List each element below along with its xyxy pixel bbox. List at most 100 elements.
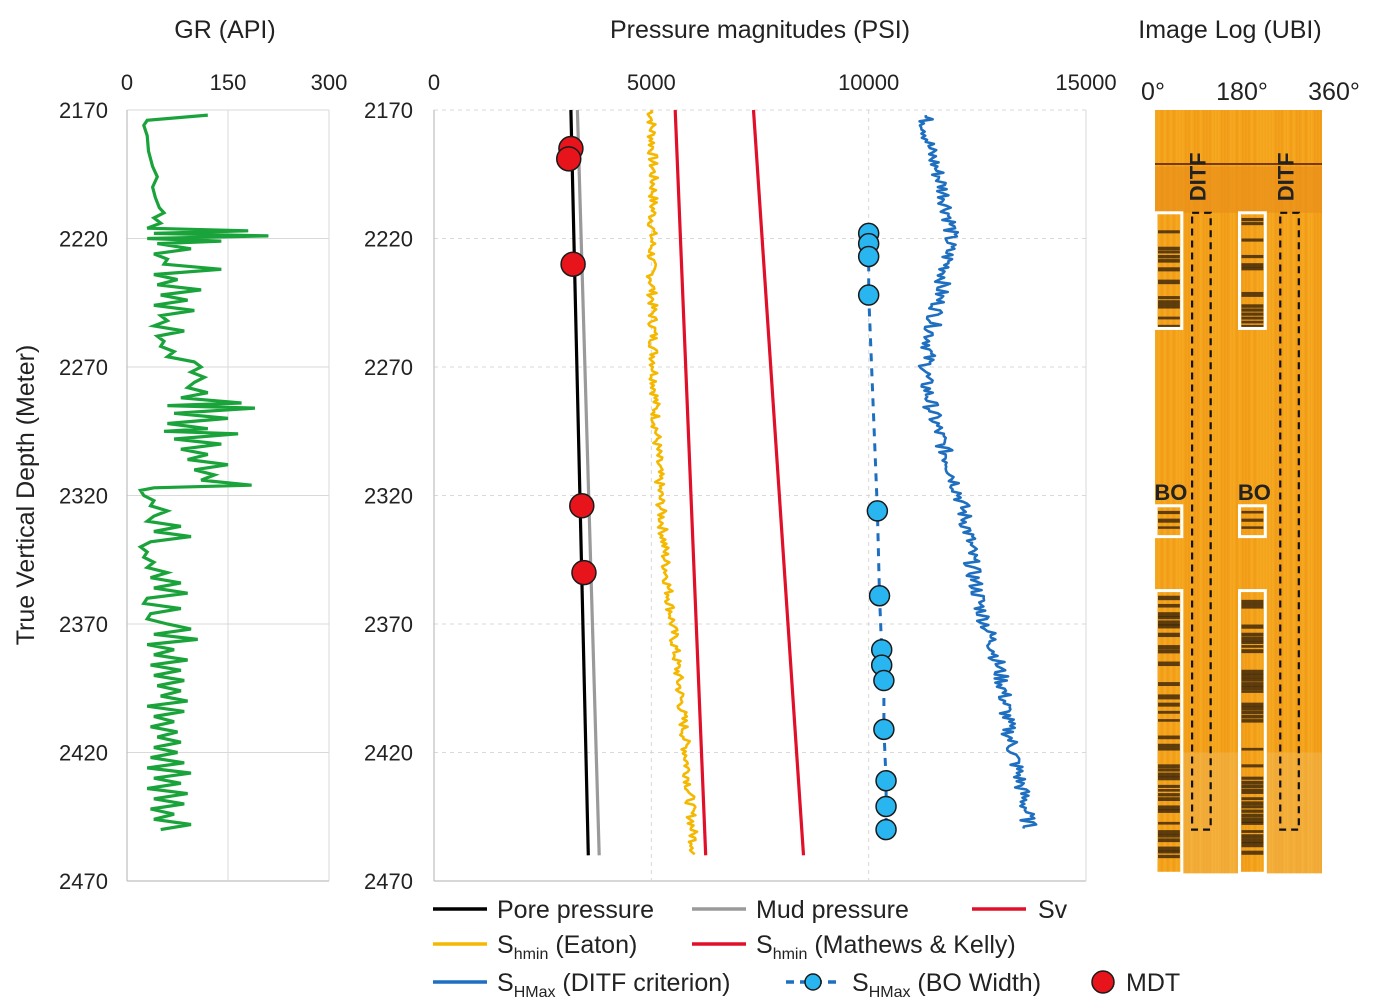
image-log-breakout-streak: [1158, 784, 1180, 788]
image-log-breakout-streak: [1241, 291, 1264, 297]
legend-item-mud-pressure: Mud pressure: [692, 896, 909, 924]
image-log-texture: [1170, 110, 1172, 874]
image-log-breakout-streak: [1241, 801, 1264, 806]
image-log-texture: [1215, 110, 1217, 874]
image-log-texture: [1296, 110, 1298, 874]
image-log-texture: [1266, 110, 1268, 874]
series-shmax-bo-width-point: [866, 500, 889, 522]
svg-text:SHMax (DITF criterion): SHMax (DITF criterion): [497, 969, 730, 999]
image-log-breakout-streak: [1241, 526, 1264, 529]
image-log-breakout-streak: [1241, 805, 1264, 809]
image-log-breakout-streak: [1241, 690, 1264, 693]
image-log-breakout-streak: [1158, 661, 1180, 667]
image-log-breakout-streak: [1241, 645, 1264, 648]
image-log-breakout-streak: [1241, 673, 1264, 679]
image-log-breakout-streak: [1158, 776, 1180, 781]
gr-x-tick-label: 150: [210, 70, 247, 95]
series-mdt-point: [560, 251, 586, 277]
image-log-texture: [1245, 110, 1247, 874]
image-log-breakout-streak: [1158, 682, 1180, 687]
image-log-texture: [1209, 110, 1211, 874]
image-log-breakout-streak: [1158, 304, 1180, 309]
pressure-y-tick-label: 2420: [364, 741, 413, 766]
image-log-texture: [1272, 110, 1274, 874]
image-log-breakout-streak: [1241, 686, 1264, 691]
pressure-title: Pressure magnitudes (PSI): [610, 16, 910, 44]
image-log-texture: [1308, 110, 1310, 874]
image-log-texture: [1230, 110, 1232, 874]
image-log-breakout-streak: [1241, 518, 1264, 522]
legend-label-shmax-ditf-sub: HMax: [514, 984, 556, 999]
image-log-texture: [1287, 110, 1289, 874]
svg-text:SHMax (BO Width): SHMax (BO Width): [852, 969, 1041, 999]
image-log-breakout-streak: [1241, 764, 1264, 768]
image-log-texture: [1203, 110, 1205, 874]
image-log-breakout-streak: [1158, 259, 1180, 263]
image-log-breakout-streak: [1241, 320, 1264, 324]
series-shmax-bo-width-point: [873, 669, 895, 692]
image-log-texture: [1194, 110, 1196, 874]
series-mdt-point: [555, 146, 582, 172]
svg-text:Shmin (Mathews & Kelly): Shmin (Mathews & Kelly): [756, 931, 1016, 963]
image-log-ditf-label: DITF: [1274, 152, 1299, 201]
pressure-y-tick-label: 2170: [364, 98, 413, 123]
image-log-breakout-streak: [1158, 250, 1180, 254]
image-log-texture: [1257, 110, 1259, 874]
image-log-breakout-streak: [1158, 854, 1180, 859]
legend-item-shmax-bo: SHMax (BO Width): [786, 969, 1041, 999]
image-log-breakout-streak: [1158, 809, 1180, 813]
legend-label-shmin-mk-sub: hmin: [773, 946, 808, 963]
gr-panel: GR (API) True Vertical Depth (Meter) 0 15…: [12, 16, 347, 894]
image-log-breakout-streak: [1241, 217, 1264, 222]
gr-y-tick-label: 2220: [59, 227, 108, 252]
image-log-ditf-box: [1191, 211, 1212, 831]
image-log-breakout-streak: [1241, 797, 1264, 801]
image-log-breakout-box: [1154, 211, 1184, 330]
image-log-breakout-streak: [1158, 830, 1180, 835]
image-log-breakout-streak: [1241, 640, 1264, 645]
series-shmin-eaton-line: [645, 109, 699, 856]
legend-label-shmax-ditf-main: S: [497, 969, 514, 997]
legend-label-mdt: MDT: [1126, 969, 1180, 997]
image-log-breakout-streak: [1241, 649, 1264, 654]
image-log-breakout-streak: [1241, 304, 1264, 308]
image-log-title: Image Log (UBI): [1138, 16, 1321, 44]
image-log-breakout-streak: [1158, 821, 1180, 825]
pressure-series: [555, 109, 1038, 856]
image-log-body: DITF DITF BO BO: [1154, 110, 1322, 875]
image-log-breakout-streak: [1158, 768, 1180, 772]
image-log-texture: [1311, 110, 1313, 874]
image-log-texture: [1191, 110, 1193, 874]
image-log-panel: Image Log (UBI) 0° 180° 360° DITF DITF BO BO: [1138, 16, 1360, 875]
pressure-y-tick-label: 2270: [364, 355, 413, 380]
image-log-breakout-streak: [1158, 793, 1180, 797]
series-shmax-ditf-criterion-line: [917, 114, 1038, 829]
image-log-breakout-streak: [1158, 254, 1180, 259]
gr-y-tick-label: 2420: [59, 741, 108, 766]
legend-item-sv: Sv: [972, 896, 1068, 924]
image-log-texture: [1290, 110, 1292, 874]
image-log-breakout-streak: [1241, 821, 1264, 825]
image-log-texture: [1227, 110, 1229, 874]
image-log-breakout-streak: [1158, 267, 1180, 272]
pressure-y-tick-label: 2370: [364, 612, 413, 637]
gr-y-tick-label: 2170: [59, 98, 108, 123]
image-log-texture: [1185, 110, 1187, 874]
image-log-texture: [1173, 110, 1175, 874]
series-shmax-bo-width-point: [857, 245, 880, 268]
image-log-breakout-streak: [1158, 747, 1180, 751]
image-log-breakout-streak: [1241, 817, 1264, 823]
image-log-breakout-streak: [1158, 300, 1180, 305]
series-sv-line: [751, 109, 806, 856]
image-log-texture: [1197, 110, 1199, 874]
image-log-breakout-streak: [1241, 624, 1264, 629]
image-log-x-ticks: 0° 180° 360°: [1141, 78, 1360, 106]
image-log-breakout-streak: [1158, 246, 1180, 251]
image-log-texture: [1221, 110, 1223, 874]
series-mdt-point: [569, 493, 595, 519]
image-log-breakout-streak: [1241, 710, 1264, 715]
image-log-breakout-streak: [1241, 669, 1264, 675]
image-log-breakout-streak: [1158, 624, 1180, 629]
svg-text:Shmin (Eaton): Shmin (Eaton): [497, 931, 637, 963]
image-log-texture: [1164, 110, 1166, 874]
